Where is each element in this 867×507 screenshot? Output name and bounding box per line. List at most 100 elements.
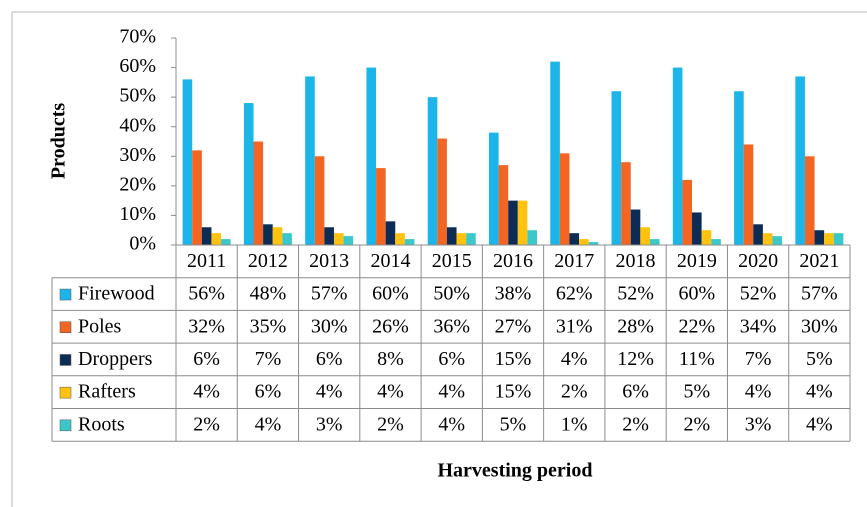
table-cell: 4%	[255, 413, 282, 435]
bar	[263, 224, 273, 245]
bar	[711, 239, 721, 245]
table-cell: 4%	[193, 381, 220, 403]
bar	[682, 179, 693, 245]
x-tick-label: 2013	[309, 250, 349, 272]
bar	[427, 97, 438, 246]
table-cell: 57%	[801, 283, 838, 305]
table-cell: 4%	[806, 413, 833, 435]
table-cell: 4%	[745, 381, 772, 403]
bar	[762, 233, 773, 245]
bar	[743, 144, 754, 245]
table-cell: 22%	[678, 315, 715, 337]
table-cell: 4%	[561, 348, 588, 370]
table-cell: 4%	[377, 381, 404, 403]
bar	[527, 230, 537, 245]
bar	[282, 233, 292, 245]
bar	[824, 233, 834, 245]
bar	[672, 67, 683, 245]
bar	[395, 233, 405, 245]
bar	[588, 242, 599, 245]
y-tick-label: 40%	[119, 114, 156, 136]
bar	[579, 239, 589, 245]
x-tick-label: 2018	[616, 250, 656, 272]
table-cell: 7%	[745, 348, 772, 370]
x-tick-label: 2011	[187, 250, 226, 272]
bar	[701, 230, 712, 245]
table-cell: 1%	[561, 413, 588, 435]
table-cell: 4%	[438, 381, 465, 403]
bar	[182, 79, 193, 246]
bar	[489, 132, 499, 245]
table-cell: 6%	[316, 348, 343, 370]
bar	[192, 150, 202, 245]
legend-swatch	[59, 321, 72, 333]
bar	[376, 168, 386, 245]
bar	[446, 227, 457, 245]
y-tick-label: 20%	[119, 173, 156, 195]
bar	[804, 156, 815, 245]
bar	[814, 230, 825, 245]
table-cell: 6%	[622, 381, 649, 403]
y-tick-label: 10%	[119, 203, 156, 225]
bar	[734, 91, 744, 245]
table-cell: 2%	[683, 413, 710, 435]
bar	[621, 162, 631, 245]
table-cell: 32%	[188, 315, 225, 337]
legend-swatch	[59, 288, 72, 301]
y-tick-label: 0%	[129, 233, 156, 255]
table-cell: 8%	[377, 348, 404, 370]
y-axis-title: Products	[48, 103, 70, 180]
legend-swatch	[59, 386, 72, 399]
bar	[795, 76, 805, 245]
bar	[517, 200, 528, 245]
bar	[466, 233, 476, 245]
y-tick-label: 50%	[119, 85, 156, 107]
legend-label: Roots	[78, 413, 125, 435]
table-cell: 11%	[679, 348, 715, 370]
table-cell: 6%	[255, 381, 282, 403]
bar	[253, 141, 264, 245]
table-cell: 4%	[316, 381, 343, 403]
table-cell: 7%	[255, 348, 282, 370]
bar	[404, 239, 415, 245]
table-cell: 26%	[372, 315, 409, 337]
table-cell: 6%	[438, 348, 465, 370]
table-cell: 3%	[316, 413, 343, 435]
table-cell: 12%	[617, 348, 654, 370]
bar	[833, 233, 844, 245]
x-tick-label: 2019	[677, 250, 717, 272]
bar	[272, 227, 283, 245]
bar	[201, 227, 212, 245]
bar	[385, 221, 396, 245]
bar	[550, 61, 560, 246]
legend-swatch	[59, 354, 72, 366]
table-cell: 31%	[556, 315, 593, 337]
legend-swatch	[59, 419, 72, 432]
bar	[211, 233, 222, 245]
table-cell: 28%	[617, 315, 654, 337]
y-tick-label: 30%	[119, 144, 156, 166]
table-cell: 34%	[740, 315, 777, 337]
legend-label: Firewood	[78, 283, 155, 305]
bar	[456, 233, 467, 245]
table-cell: 56%	[188, 283, 225, 305]
table-cell: 15%	[495, 348, 532, 370]
bar	[437, 138, 447, 245]
bar	[333, 233, 344, 245]
table-cell: 38%	[495, 283, 532, 305]
bar	[508, 200, 518, 245]
bar	[649, 239, 660, 245]
table-cell: 4%	[806, 381, 833, 403]
table-cell: 2%	[377, 413, 404, 435]
table-cell: 15%	[495, 381, 532, 403]
table-cell: 60%	[678, 283, 715, 305]
table-cell: 2%	[193, 413, 220, 435]
table-cell: 4%	[438, 413, 465, 435]
bar	[640, 227, 650, 245]
table-cell: 30%	[311, 315, 348, 337]
table-cell: 5%	[500, 413, 527, 435]
table-cell: 52%	[740, 283, 777, 305]
bar	[305, 76, 315, 245]
table-cell: 57%	[311, 283, 348, 305]
